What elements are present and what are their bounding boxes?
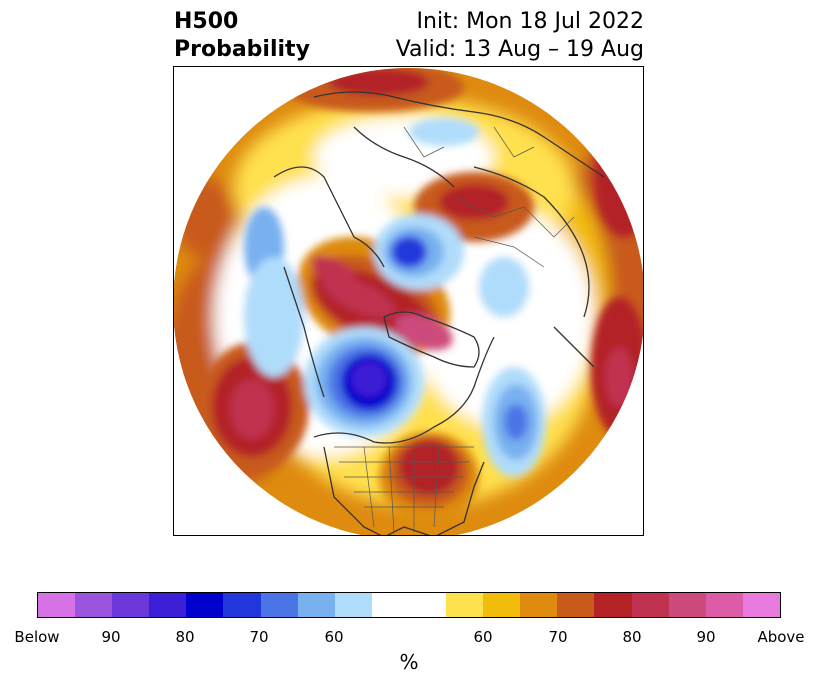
- polar-map: [173, 66, 644, 536]
- title-variable: H500: [174, 9, 239, 34]
- colorbar-unit-label: %: [399, 650, 419, 674]
- colorbar-segment-above-6: [631, 593, 669, 617]
- colorbar-tick-above-60: 60: [473, 628, 493, 646]
- colorbar-segment-above-7: [668, 593, 706, 617]
- colorbar-tick-above-90: 90: [696, 628, 716, 646]
- colorbar-segment-above-2: [483, 593, 521, 617]
- colorbar-segment-above-1: [446, 593, 484, 617]
- colorbar-segment-below-7: [260, 593, 298, 617]
- colorbar-segment-above-4: [557, 593, 595, 617]
- colorbar-segment-below-1: [38, 593, 76, 617]
- colorbar-tick-above-80: 80: [622, 628, 642, 646]
- colorbar-segment-above-3: [520, 593, 558, 617]
- colorbar-segment-below-2: [75, 593, 113, 617]
- colorbar-segment-below-9: [334, 593, 372, 617]
- colorbar-tick-below-60: 60: [324, 628, 344, 646]
- colorbar-segment-below-6: [223, 593, 261, 617]
- colorbar-segment-above-8: [705, 593, 743, 617]
- colorbar-tick-below-70: 70: [249, 628, 269, 646]
- probability-field: [174, 68, 643, 535]
- valid-range: Valid: 13 Aug – 19 Aug: [395, 37, 644, 62]
- chart-title-left: H500 Probability: [174, 8, 310, 64]
- init-date: Init: Mon 18 Jul 2022: [416, 9, 644, 34]
- colorbar-segment-below-3: [112, 593, 150, 617]
- chart-title-right: Init: Mon 18 Jul 2022 Valid: 13 Aug – 19…: [396, 8, 644, 64]
- colorbar-tick-below-90: 90: [101, 628, 121, 646]
- colorbar-tick-above-70: 70: [548, 628, 568, 646]
- colorbar-tick-below-80: 80: [175, 628, 195, 646]
- colorbar-segment-neutral: [371, 593, 447, 617]
- title-probability: Probability: [174, 37, 310, 62]
- colorbar: [37, 592, 781, 618]
- colorbar-segment-above-9: [742, 593, 780, 617]
- colorbar-segment-above-5: [594, 593, 632, 617]
- map-svg: [174, 68, 643, 535]
- colorbar-segment-below-5: [186, 593, 224, 617]
- colorbar-tick-below: Below: [14, 628, 60, 646]
- borders: [334, 126, 575, 533]
- colorbar-segment-below-8: [297, 593, 335, 617]
- colorbar-tick-above: Above: [757, 628, 805, 646]
- colorbar-segment-below-4: [149, 593, 187, 617]
